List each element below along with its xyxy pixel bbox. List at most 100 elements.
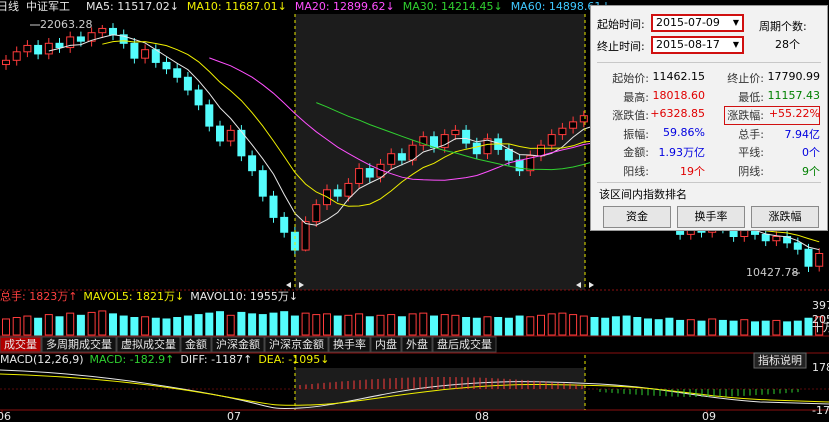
- tab[interactable]: [370, 336, 402, 353]
- end-label: 终止时间:: [597, 40, 645, 53]
- tab-label[interactable]: 沪深京金额: [269, 337, 324, 351]
- handle[interactable]: [299, 282, 304, 288]
- volume-bar: [558, 312, 567, 336]
- candle-body: [290, 231, 299, 251]
- candle-body: [44, 42, 53, 55]
- low-label: 10427.78: [746, 266, 799, 279]
- volume-bar: [258, 314, 267, 336]
- volume-bar: [98, 310, 107, 336]
- volume-bars: 397205: [2, 299, 829, 336]
- macd-header: MACD(12,26,9) MACD: -182.9↑ DIFF: -1187↑ DE…: [0, 353, 329, 366]
- x-tick-label: 06: [0, 410, 11, 422]
- stat-value: 59.86%: [663, 125, 705, 139]
- volume-bar: [804, 317, 813, 336]
- volume-bar: [783, 321, 792, 336]
- indicator-button-label[interactable]: 指标说明: [758, 353, 802, 367]
- candle-body: [226, 129, 235, 142]
- separator: [597, 62, 821, 63]
- tab-label[interactable]: 外盘: [406, 337, 428, 351]
- tabs[interactable]: 成交量 多周期成交量 虚拟成交量 金额 沪深金额 沪深京金额 换手率 内盘 外盘 盘后成交量: [0, 336, 497, 353]
- tab[interactable]: [264, 336, 329, 353]
- candle-body: [451, 129, 460, 136]
- volume-bar: [504, 317, 513, 336]
- volume-bar: [451, 314, 460, 336]
- handle[interactable]: [576, 282, 581, 288]
- tab-label[interactable]: 换手率: [333, 337, 366, 351]
- candle-body: [205, 104, 214, 127]
- x-tick-label: 07: [227, 410, 241, 422]
- handle[interactable]: [589, 282, 594, 288]
- candle-body: [87, 32, 96, 42]
- tab-label[interactable]: 多周期成交量: [46, 337, 112, 351]
- volume-bar: [569, 314, 578, 336]
- macd-header-item: DEA: -1095↓: [258, 353, 329, 366]
- candle-body: [162, 61, 171, 70]
- candle-body: [76, 36, 85, 42]
- tab-label[interactable]: 盘后成交量: [437, 337, 492, 351]
- volume-bar: [601, 317, 610, 336]
- range-handles[interactable]: [286, 282, 594, 288]
- rank-button[interactable]: 涨跌幅: [751, 206, 819, 228]
- volume-bar: [611, 316, 620, 336]
- end-select[interactable]: 2015-08-17 ▼: [651, 36, 744, 54]
- tab[interactable]: [0, 336, 42, 353]
- candle-body: [109, 27, 117, 36]
- tab[interactable]: [41, 336, 117, 353]
- volume-bar: [130, 317, 139, 336]
- rank-button[interactable]: 换手率: [677, 206, 745, 228]
- tab-label[interactable]: 沪深金额: [216, 337, 260, 351]
- stat-label: 最低:: [738, 90, 764, 104]
- start-select[interactable]: 2015-07-09 ▼: [651, 14, 744, 32]
- volume-bar: [665, 317, 674, 336]
- stat-label: 涨跌幅:: [727, 109, 764, 122]
- candle-body: [761, 233, 770, 242]
- tab-label[interactable]: 成交量: [4, 337, 37, 351]
- ma-value: MA10: 11687.01↓: [187, 0, 287, 13]
- tab-label[interactable]: 虚拟成交量: [121, 337, 176, 351]
- tab[interactable]: [211, 336, 265, 353]
- volume-bar: [815, 316, 824, 336]
- tab[interactable]: [328, 336, 371, 353]
- candle-body: [66, 36, 75, 49]
- tab[interactable]: [180, 336, 212, 353]
- index-name: 中证军工: [26, 0, 70, 13]
- volume-bar: [55, 316, 64, 336]
- tab-label[interactable]: 金额: [185, 337, 207, 351]
- ma-value: MA5: 11517.02↓: [86, 0, 179, 13]
- rank-title: 该区间内指数排名: [599, 188, 687, 201]
- rank-button[interactable]: 资金: [603, 206, 671, 228]
- tab-label[interactable]: 内盘: [375, 337, 397, 351]
- stat-value: +55.22%: [768, 107, 820, 120]
- volume-bar: [226, 314, 235, 336]
- volume-bar: [344, 314, 353, 336]
- candle-body: [183, 76, 192, 91]
- dropdown-arrow: ▼: [732, 18, 739, 27]
- tab[interactable]: [432, 336, 497, 353]
- volume-bar: [269, 312, 278, 336]
- candle-body: [815, 252, 824, 267]
- volume-header: 总手: 1823万↑ MAVOL5: 1821万↓ MAVOL10: 1955万↓: [0, 289, 298, 303]
- count-value: 28个: [775, 38, 800, 51]
- candle-body: [280, 216, 289, 233]
- stat-value: 11462.15: [652, 70, 706, 83]
- tab[interactable]: [401, 336, 433, 353]
- candle-body: [579, 115, 588, 123]
- start-value: 2015-07-09: [656, 16, 720, 29]
- period: 日线: [0, 0, 19, 13]
- tab[interactable]: [116, 336, 181, 353]
- volume-bar: [333, 315, 342, 336]
- volume-bar: [87, 311, 96, 336]
- stat-label: 阳线:: [623, 164, 649, 178]
- volume-bar: [547, 313, 556, 336]
- volume-bar: [751, 321, 759, 336]
- stat-label: 总手:: [738, 127, 764, 141]
- macd-axis-label: -178: [812, 404, 829, 417]
- stat-label: 最高:: [623, 90, 649, 104]
- volume-bar: [729, 320, 738, 336]
- handle[interactable]: [286, 282, 291, 288]
- candle-body: [194, 89, 203, 106]
- volume-bar: [590, 317, 599, 336]
- volume-bar: [633, 317, 642, 336]
- indicator-button[interactable]: [753, 352, 807, 369]
